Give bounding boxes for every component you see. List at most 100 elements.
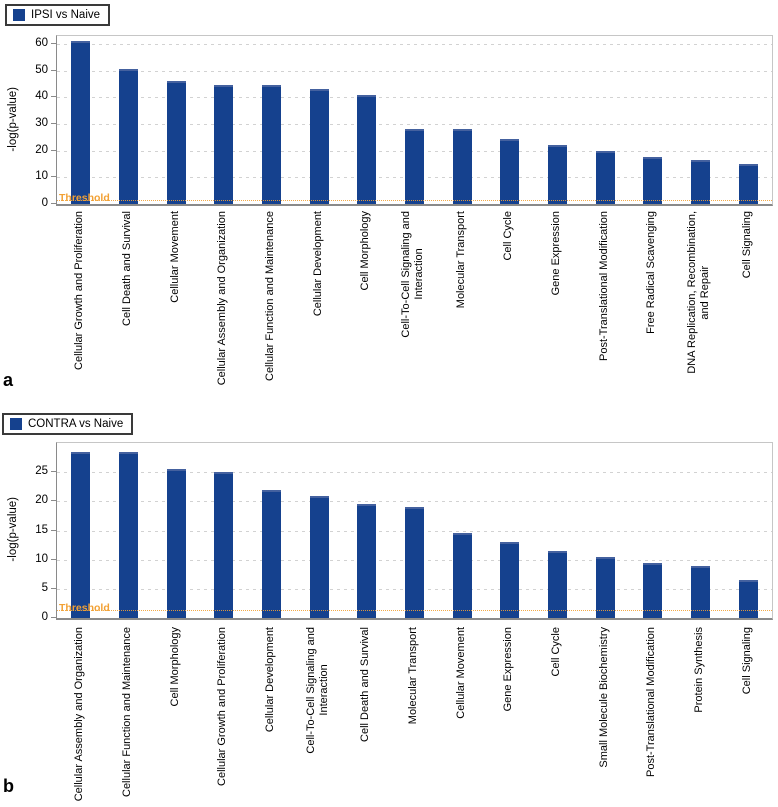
y-tick-label: 50 xyxy=(35,63,48,76)
bar xyxy=(119,69,138,204)
category-label-slot: Cellular Function and Maintenance xyxy=(247,211,295,391)
threshold-line xyxy=(57,199,772,201)
threshold-label: Threshold xyxy=(59,601,110,614)
category-label-slot: Post-Translational Modification xyxy=(580,211,628,391)
category-label-slot: Free Radical Scavenging xyxy=(628,211,676,391)
category-label: DNA Replication, Recombination, and Repa… xyxy=(686,211,712,374)
gridline xyxy=(57,97,772,99)
bar xyxy=(214,472,234,618)
bar xyxy=(309,89,329,204)
category-label-slot: Protein Synthesis xyxy=(676,627,724,807)
category-label-slot: Cell-To-Cell Signaling and Interaction xyxy=(294,627,342,807)
category-label-slot: Gene Expression xyxy=(485,627,533,807)
bar xyxy=(691,565,710,618)
category-label-slot: Cellular Movement xyxy=(151,211,199,391)
tick-mark xyxy=(51,96,56,98)
category-label-slot: Cellular Assembly and Organization xyxy=(199,211,247,391)
bar xyxy=(738,580,758,618)
category-label: Cell Death and Survival xyxy=(120,211,133,326)
bar xyxy=(262,85,281,204)
y-tick-label: 20 xyxy=(35,143,48,156)
gridline xyxy=(57,472,772,474)
category-label-slot: Gene Expression xyxy=(533,211,581,391)
gridline xyxy=(57,501,772,503)
gridline xyxy=(57,70,772,72)
legend-ipsi-vs-naive: IPSI vs Naive xyxy=(5,4,111,26)
y-tick-label: 5 xyxy=(41,581,48,594)
category-label-slot: Cellular Development xyxy=(247,627,295,807)
bar xyxy=(71,41,91,204)
category-label: Cellular Development xyxy=(263,627,276,733)
category-label: Protein Synthesis xyxy=(692,627,705,713)
y-tick-label: 40 xyxy=(35,90,48,103)
bar xyxy=(643,157,663,204)
category-label-slot: Molecular Transport xyxy=(437,211,485,391)
category-label-slot: Post-Translational Modification xyxy=(628,627,676,807)
category-label-slot: Cell Death and Survival xyxy=(104,211,152,391)
category-label-slot: Cellular Function and Maintenance xyxy=(104,627,152,807)
category-label: Post-Translational Modification xyxy=(645,627,658,777)
category-label: Cellular Function and Maintenance xyxy=(263,211,276,381)
category-label-slot: DNA Replication, Recombination, and Repa… xyxy=(676,211,724,391)
tick-mark xyxy=(51,558,56,560)
y-tick-label: 10 xyxy=(35,552,48,565)
category-label: Cellular Assembly and Organization xyxy=(73,627,86,802)
panel-letter: b xyxy=(3,776,14,796)
bar xyxy=(166,469,186,618)
category-label: Cell-To-Cell Signaling and Interaction xyxy=(400,211,426,338)
y-tick-label: 10 xyxy=(35,170,48,183)
bar xyxy=(309,495,329,618)
category-label: Cellular Movement xyxy=(454,627,467,719)
bar xyxy=(452,533,472,618)
bar xyxy=(548,550,567,618)
threshold-line xyxy=(57,609,772,611)
category-label-slot: Cellular Growth and Proliferation xyxy=(56,211,104,391)
bar xyxy=(405,129,424,204)
category-label: Cell Cycle xyxy=(549,627,562,677)
gridline xyxy=(57,44,772,45)
category-label: Gene Expression xyxy=(502,627,515,712)
category-label: Gene Expression xyxy=(549,211,562,296)
tick-mark xyxy=(51,123,56,124)
category-label: Cell Morphology xyxy=(168,627,181,707)
category-label: Cell Death and Survival xyxy=(359,627,372,742)
legend-label: CONTRA vs Naive xyxy=(28,418,124,430)
legend-color-swatch xyxy=(10,418,22,430)
category-label: Molecular Transport xyxy=(406,627,419,725)
bar xyxy=(214,85,234,204)
category-label: Free Radical Scavenging xyxy=(645,211,658,334)
category-label-slot: Molecular Transport xyxy=(390,627,438,807)
y-tick-label: 25 xyxy=(35,465,48,478)
category-label: Cellular Growth and Proliferation xyxy=(216,627,229,786)
tick-mark xyxy=(51,203,56,204)
bar xyxy=(691,160,710,204)
category-label-slot: Small Molecule Biochemistry xyxy=(580,627,628,807)
bar xyxy=(738,164,758,204)
category-label-slot: Cellular Assembly and Organization xyxy=(56,627,104,807)
panel-b: CONTRA vs Naive -log(p-value) Threshold … xyxy=(0,405,778,807)
panel-a: IPSI vs Naive -log(p-value) Threshold a … xyxy=(3,4,773,391)
tick-mark xyxy=(51,43,56,44)
bar xyxy=(452,129,472,204)
bar xyxy=(262,489,281,618)
category-label-slot: Cell Signaling xyxy=(723,211,771,391)
y-tick-label: 60 xyxy=(35,37,48,49)
category-label-slot: Cellular Development xyxy=(294,211,342,391)
y-tick-label: 0 xyxy=(41,611,48,623)
legend-contra-vs-naive: CONTRA vs Naive xyxy=(2,413,134,435)
y-tick-label: 0 xyxy=(41,197,48,209)
panel-letter: a xyxy=(3,370,14,390)
category-label-slot: Cell Cycle xyxy=(533,627,581,807)
bar xyxy=(500,542,520,618)
category-label-slot: Cell Cycle xyxy=(485,211,533,391)
category-label: Post-Translational Modification xyxy=(597,211,610,361)
tick-mark xyxy=(51,587,56,589)
bar xyxy=(405,507,424,618)
category-label-slot: Cell-To-Cell Signaling and Interaction xyxy=(390,211,438,391)
legend-label: IPSI vs Naive xyxy=(31,9,101,21)
y-tick-label: 15 xyxy=(35,523,48,536)
category-label-slot: Cellular Movement xyxy=(437,627,485,807)
bar xyxy=(500,138,520,204)
y-tick-label: 30 xyxy=(35,117,48,129)
category-label: Cell Signaling xyxy=(740,211,753,279)
